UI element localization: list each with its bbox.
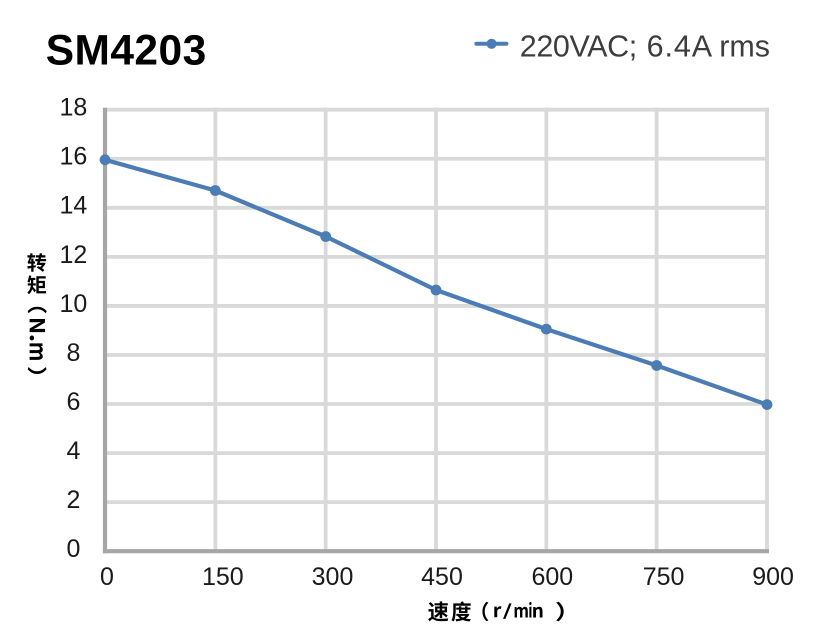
svg-text:12: 12 — [59, 241, 87, 269]
svg-text:0: 0 — [100, 563, 114, 591]
svg-text:8: 8 — [66, 339, 80, 367]
svg-text:900: 900 — [752, 563, 794, 591]
svg-text:rms: rms — [719, 29, 770, 63]
svg-text:150: 150 — [202, 563, 244, 591]
svg-text:10: 10 — [59, 290, 87, 318]
svg-text:6.4A: 6.4A — [647, 29, 713, 63]
svg-text:750: 750 — [643, 563, 685, 591]
svg-text:18: 18 — [59, 94, 87, 122]
svg-text:220VAC;: 220VAC; — [520, 29, 637, 63]
svg-text:14: 14 — [59, 192, 87, 220]
svg-text:16: 16 — [59, 143, 87, 171]
svg-text:2: 2 — [66, 486, 80, 514]
svg-text:SM4203: SM4203 — [46, 28, 207, 75]
svg-text:450: 450 — [421, 563, 463, 591]
svg-text:4: 4 — [66, 437, 80, 465]
svg-text:300: 300 — [312, 563, 354, 591]
svg-text:0: 0 — [66, 535, 80, 563]
svg-text:6: 6 — [66, 388, 80, 416]
svg-text:600: 600 — [531, 563, 573, 591]
